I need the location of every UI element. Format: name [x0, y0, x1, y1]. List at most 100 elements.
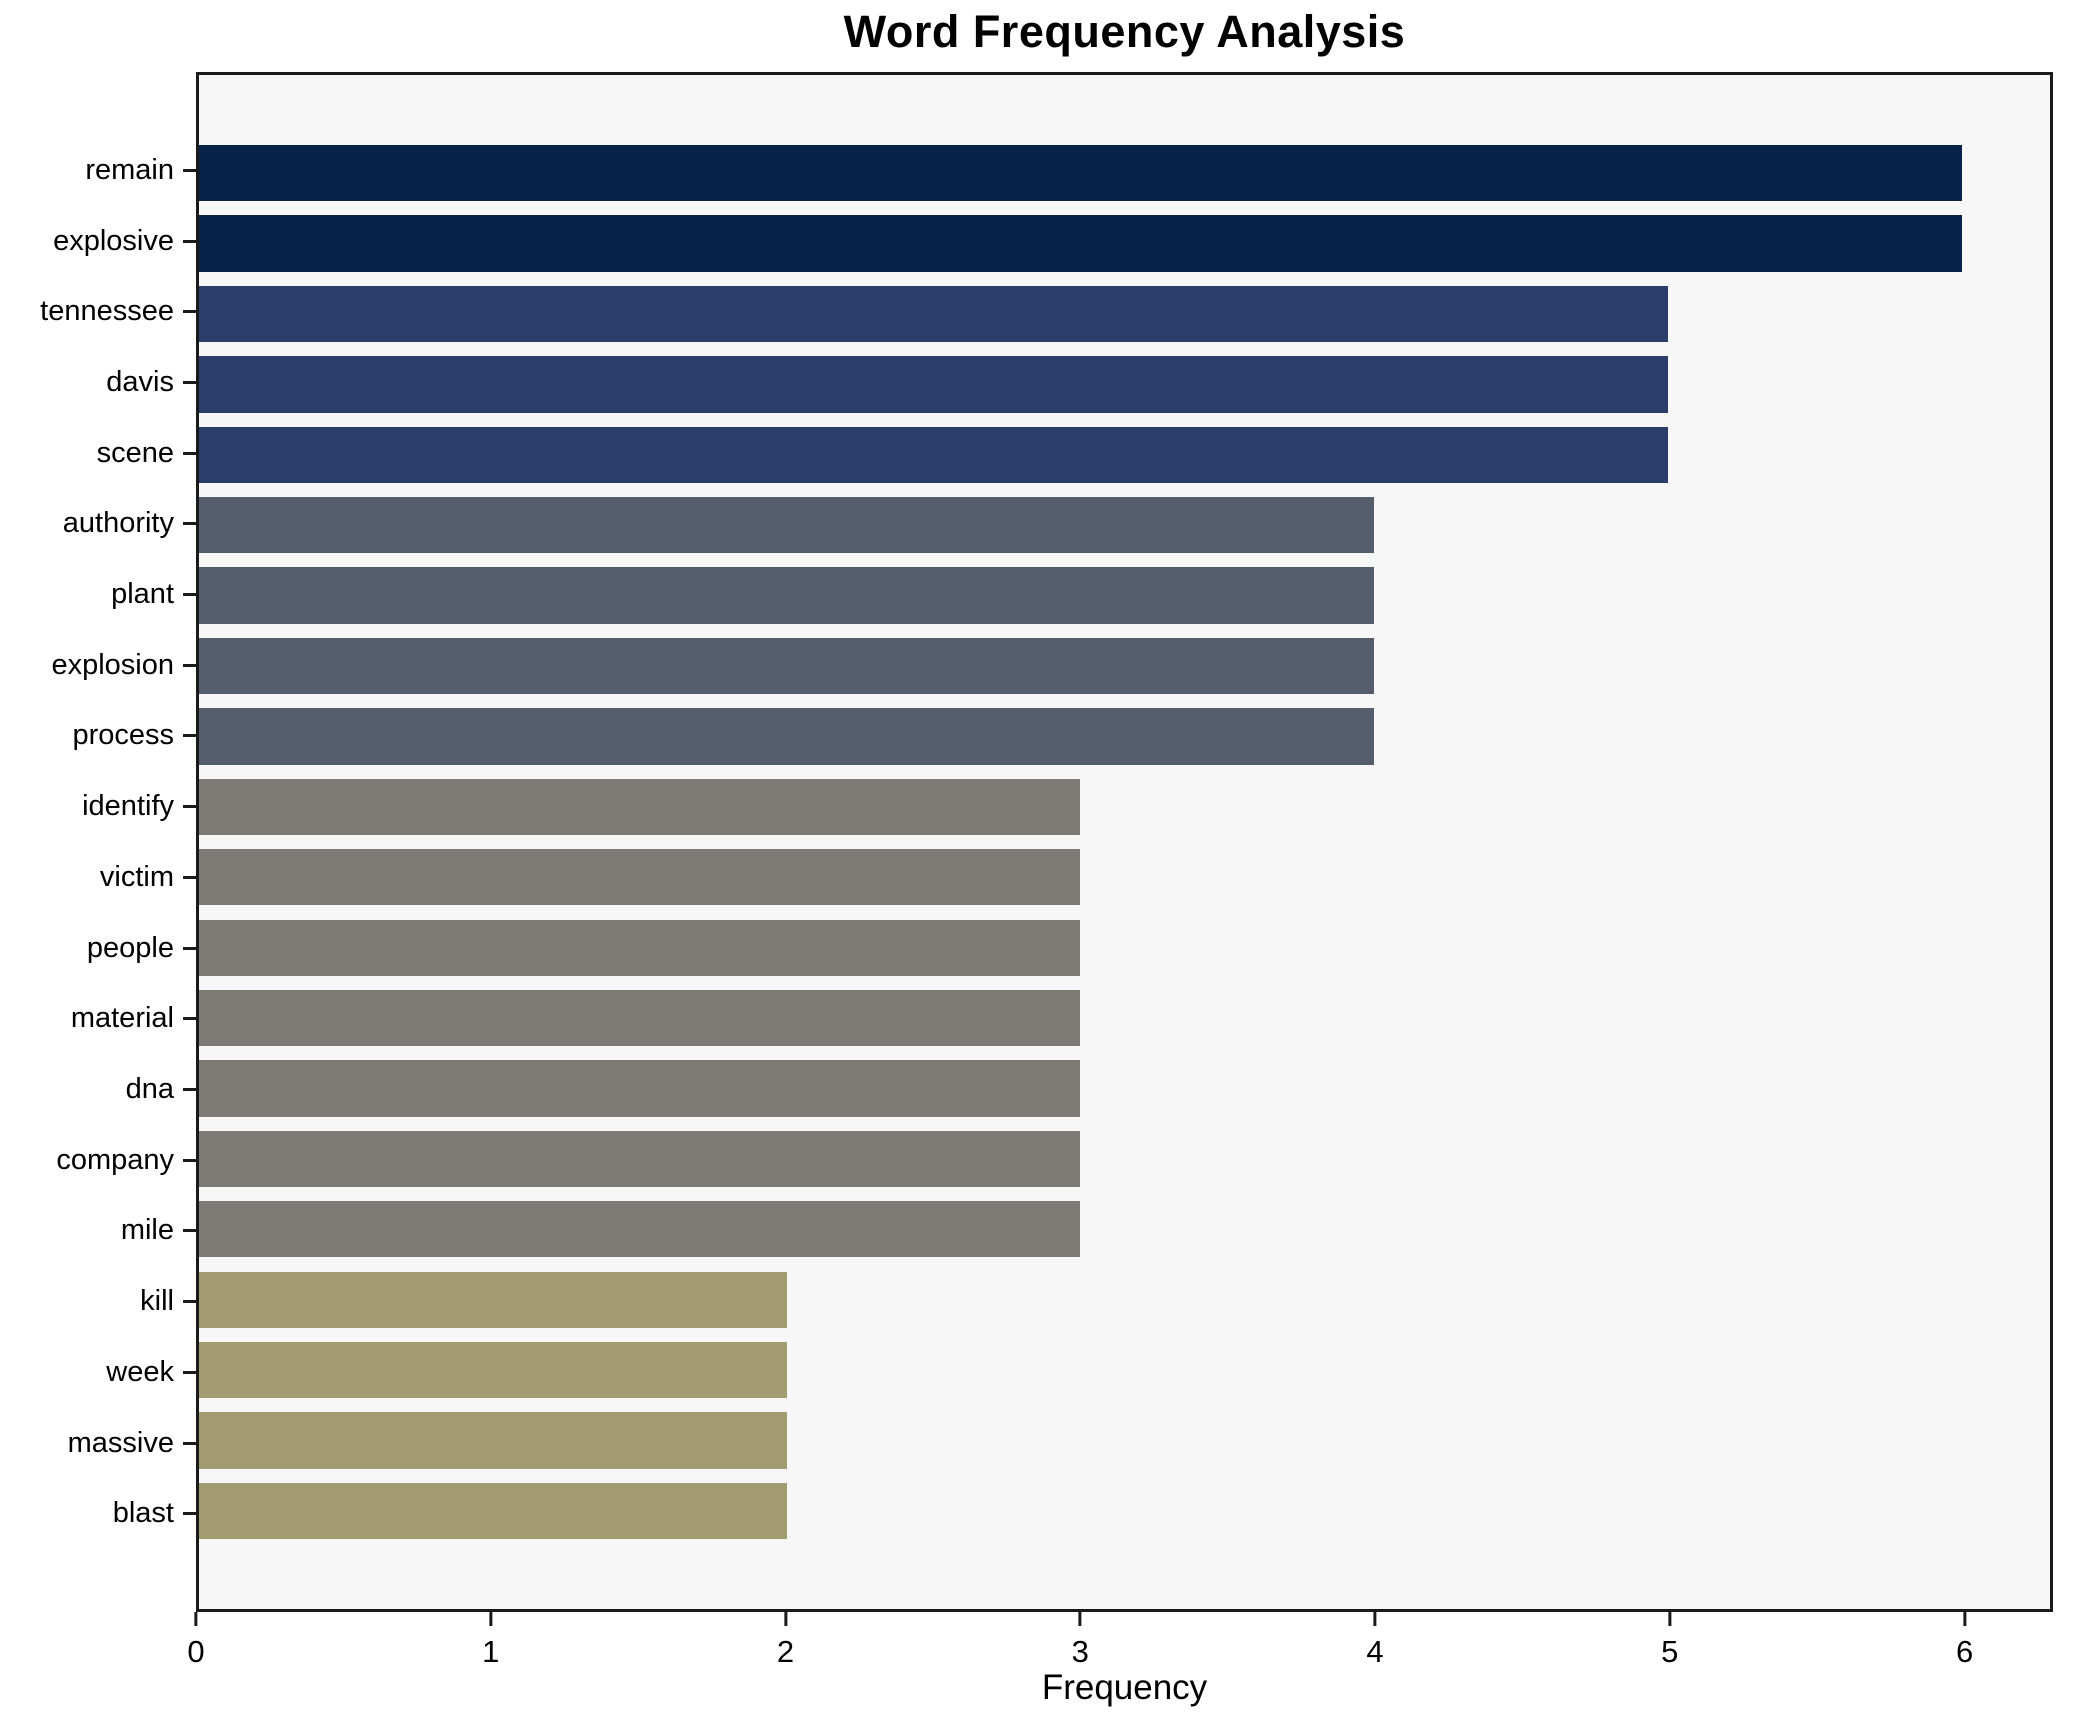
y-tick-mark: [183, 593, 196, 597]
plot-area: [196, 72, 2053, 1612]
bar-row: [199, 1053, 2050, 1123]
y-label-row: authority: [0, 489, 196, 560]
y-tick-label-explosive: explosive: [53, 224, 174, 257]
y-tick-mark: [183, 522, 196, 526]
y-tick-mark: [183, 946, 196, 950]
chart-title: Word Frequency Analysis: [843, 6, 1406, 57]
y-tick-label-massive: massive: [67, 1426, 174, 1459]
bar-row: [199, 701, 2050, 771]
bar-row: [199, 631, 2050, 701]
y-tick-mark: [183, 1370, 196, 1374]
y-tick-mark: [183, 1441, 196, 1445]
y-label-row: victim: [0, 842, 196, 913]
x-tick-mark: [1963, 1612, 1967, 1626]
y-tick-mark: [183, 380, 196, 384]
bar-scene: [199, 426, 1669, 483]
bar-row: [199, 912, 2050, 982]
x-tick-4: 4: [1366, 1612, 1384, 1670]
bar-massive: [199, 1412, 787, 1469]
y-label-row: plant: [0, 559, 196, 630]
bar-row: [199, 1124, 2050, 1194]
x-axis: 0 1 2 3 4 5 6: [187, 1612, 2053, 1722]
x-tick-label: 5: [1661, 1634, 1679, 1669]
bar-dna: [199, 1060, 1081, 1117]
y-tick-mark: [183, 168, 196, 172]
y-tick-label-material: material: [70, 1002, 174, 1035]
y-tick-label-dna: dna: [125, 1072, 174, 1105]
x-tick-mark: [1078, 1612, 1082, 1626]
y-tick-label-victim: victim: [99, 860, 174, 893]
y-label-row: dna: [0, 1054, 196, 1125]
bar-row: [199, 842, 2050, 912]
x-tick-2: 2: [777, 1612, 794, 1670]
bar-tennessee: [199, 285, 1669, 343]
y-label-row: tennessee: [0, 276, 196, 347]
y-label-row: remain: [0, 135, 196, 206]
y-label-row: material: [0, 983, 196, 1054]
bar-authority: [199, 497, 1375, 554]
x-tick-mark: [489, 1612, 493, 1626]
y-label-row: blast: [0, 1478, 196, 1549]
y-label-row: kill: [0, 1266, 196, 1337]
x-tick-6: 6: [1956, 1612, 1973, 1670]
x-tick-label: 4: [1366, 1634, 1384, 1669]
bar-row: [199, 490, 2050, 560]
bar-material: [199, 989, 1081, 1047]
y-tick-mark: [183, 1158, 196, 1162]
bar-row: [199, 1335, 2050, 1405]
y-tick-label-scene: scene: [96, 436, 174, 469]
bar-rows: [199, 138, 2050, 1546]
bar-plant: [199, 567, 1375, 624]
bar-people: [199, 919, 1081, 976]
y-tick-mark: [183, 1017, 196, 1021]
y-tick-mark: [183, 805, 196, 809]
x-tick-label: 3: [1071, 1634, 1089, 1669]
bar-row: [199, 349, 2050, 419]
y-tick-mark: [183, 310, 196, 314]
bar-company: [199, 1130, 1081, 1188]
bar-row: [199, 1265, 2050, 1335]
y-tick-label-davis: davis: [106, 365, 174, 398]
y-tick-label-plant: plant: [111, 578, 174, 611]
y-tick-mark: [183, 875, 196, 879]
y-label-row: scene: [0, 418, 196, 489]
x-tick-mark: [1668, 1612, 1672, 1626]
y-tick-label-people: people: [86, 931, 174, 964]
y-tick-mark: [183, 734, 196, 738]
y-tick-label-mile: mile: [120, 1214, 174, 1247]
bar-explosive: [199, 215, 1962, 272]
y-label-row: massive: [0, 1408, 196, 1479]
bar-explosion: [199, 637, 1375, 695]
bar-row: [199, 983, 2050, 1053]
y-tick-mark: [183, 239, 196, 243]
y-tick-mark: [183, 451, 196, 455]
bar-victim: [199, 849, 1081, 906]
x-tick-mark: [784, 1612, 788, 1626]
bar-row: [199, 772, 2050, 842]
x-axis-title: Frequency: [1041, 1668, 1208, 1707]
y-tick-mark: [183, 1512, 196, 1516]
y-tick-label-explosion: explosion: [51, 648, 174, 681]
bar-row: [199, 1405, 2050, 1475]
bar-remain: [199, 145, 1962, 202]
y-axis-labels: remain explosive tennessee davis scene author…: [0, 72, 196, 1612]
y-tick-mark: [183, 1087, 196, 1091]
y-tick-label-tennessee: tennessee: [40, 295, 174, 328]
x-tick-label: 2: [776, 1634, 795, 1669]
y-label-row: identify: [0, 771, 196, 842]
bar-kill: [199, 1271, 787, 1328]
x-tick-5: 5: [1661, 1612, 1678, 1670]
bar-row: [199, 208, 2050, 278]
x-tick-label: 6: [1955, 1634, 1974, 1669]
y-label-row: explosive: [0, 206, 196, 277]
y-label-row: process: [0, 701, 196, 772]
x-tick-3: 3: [1072, 1612, 1089, 1670]
y-tick-label-remain: remain: [85, 153, 174, 186]
x-tick-label: 1: [482, 1634, 500, 1669]
bar-blast: [199, 1482, 787, 1540]
y-tick-label-process: process: [72, 719, 174, 752]
y-tick-label-company: company: [56, 1143, 174, 1176]
y-label-row: explosion: [0, 630, 196, 701]
y-tick-mark: [183, 1229, 196, 1233]
